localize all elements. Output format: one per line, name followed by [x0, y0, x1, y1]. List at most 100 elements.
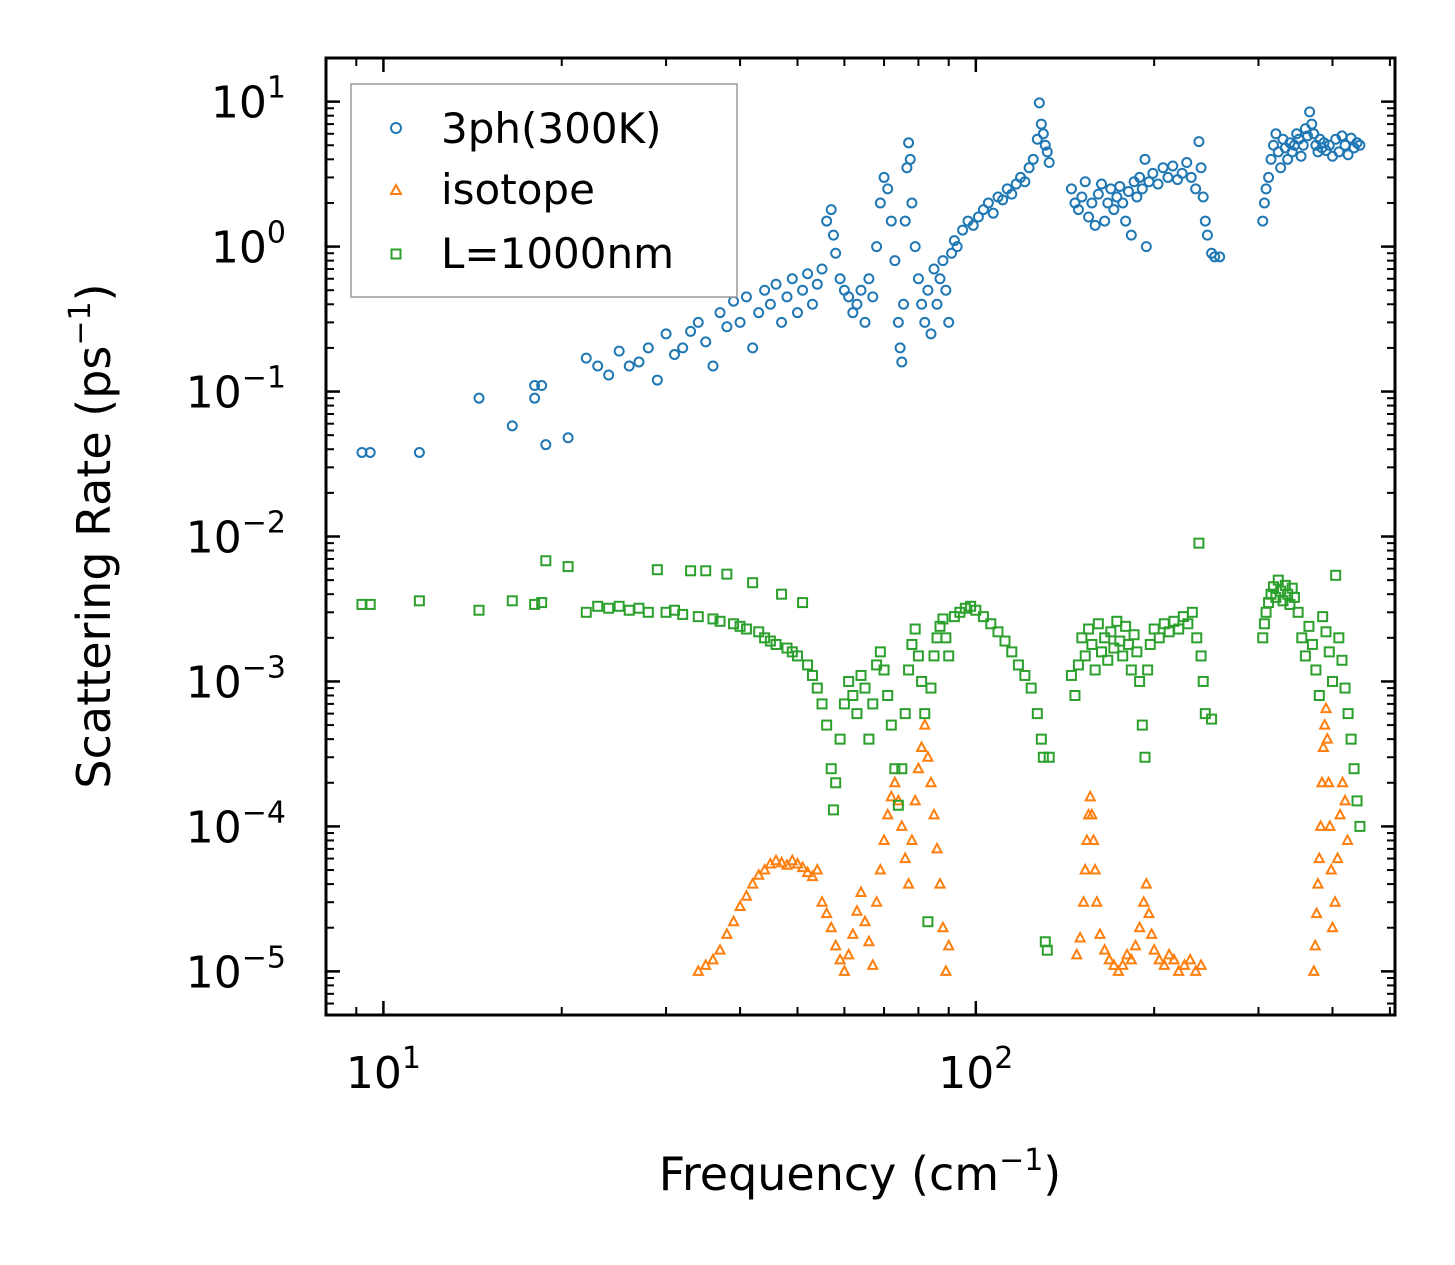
- data-point: [997, 194, 1009, 206]
- data-point: [699, 958, 712, 970]
- data-point: [936, 920, 950, 933]
- data-point: [1182, 618, 1194, 630]
- data-point: [892, 799, 904, 811]
- data-point: [1313, 851, 1326, 864]
- data-point: [838, 698, 850, 710]
- data-point: [1153, 952, 1166, 965]
- data-point: [1167, 952, 1181, 965]
- data-point: [881, 807, 894, 820]
- data-point: [1090, 895, 1103, 907]
- data-point: [1069, 690, 1081, 702]
- series-2: [356, 537, 1366, 956]
- data-point: [871, 241, 883, 253]
- data-point: [802, 659, 814, 671]
- data-point: [912, 650, 924, 662]
- data-point: [769, 853, 783, 866]
- data-point: [685, 565, 697, 577]
- data-point: [874, 862, 887, 875]
- data-point: [851, 298, 863, 310]
- data-point: [706, 952, 720, 965]
- x-axis-title-main: Frequency (cm: [659, 1147, 999, 1201]
- data-point: [806, 669, 818, 681]
- data-point: [1162, 171, 1174, 183]
- data-point: [1325, 862, 1338, 875]
- data-point: [791, 307, 803, 319]
- data-point: [707, 360, 719, 372]
- data-point: [770, 278, 782, 290]
- data-point: [1162, 947, 1176, 960]
- data-point: [1186, 606, 1198, 618]
- data-point: [1185, 171, 1197, 183]
- data-point: [1351, 795, 1363, 807]
- data-point: [1193, 537, 1205, 549]
- data-point: [1307, 964, 1320, 976]
- data-point: [1181, 157, 1193, 169]
- data-point: [1073, 930, 1087, 943]
- data-point: [733, 899, 747, 912]
- data-point: [1176, 167, 1188, 179]
- data-point: [1133, 920, 1146, 933]
- data-point: [906, 638, 918, 650]
- data-point: [830, 247, 842, 259]
- legend-label-isotope: isotope: [441, 165, 595, 214]
- data-point: [970, 604, 982, 616]
- data-point: [1354, 139, 1366, 151]
- data-point: [700, 336, 712, 348]
- data-point: [764, 635, 776, 647]
- data-point: [1140, 876, 1153, 889]
- data-point: [855, 284, 867, 296]
- data-point: [1152, 178, 1164, 190]
- data-point: [580, 352, 592, 364]
- data-point: [1330, 569, 1342, 581]
- data-point: [1120, 620, 1132, 632]
- data-point: [791, 856, 804, 869]
- data-point: [613, 345, 625, 357]
- data-point: [874, 197, 886, 209]
- data-point: [714, 615, 726, 627]
- data-point: [1317, 611, 1329, 623]
- data-point: [1065, 183, 1077, 195]
- data-point: [847, 307, 859, 319]
- data-point: [603, 369, 615, 381]
- x-axis-title: Frequency (cm−1): [659, 1143, 1062, 1201]
- data-point: [946, 247, 958, 259]
- data-point: [364, 446, 376, 458]
- data-point: [943, 316, 955, 328]
- data-point: [759, 284, 771, 296]
- series-1: [692, 701, 1354, 976]
- data-point: [842, 947, 855, 960]
- data-point: [937, 255, 949, 267]
- data-point: [811, 862, 824, 875]
- y-axis-title-sup: −1: [63, 301, 98, 345]
- data-point: [928, 263, 940, 275]
- data-point: [863, 273, 875, 285]
- data-point: [714, 307, 726, 319]
- data-point: [1039, 139, 1051, 151]
- data-point: [529, 380, 541, 392]
- data-point: [1189, 964, 1202, 976]
- data-point: [859, 682, 871, 694]
- data-point: [1043, 751, 1055, 763]
- data-point: [885, 789, 898, 802]
- data-point: [1263, 171, 1275, 183]
- data-point: [1085, 807, 1099, 820]
- data-point: [1310, 906, 1323, 919]
- data-point: [801, 865, 814, 878]
- data-point: [529, 598, 541, 610]
- data-point: [1191, 632, 1203, 644]
- data-point: [870, 895, 883, 907]
- data-point: [922, 284, 934, 296]
- y-tick-label: 10−5: [186, 940, 286, 998]
- data-point: [1197, 191, 1209, 203]
- data-point: [985, 618, 997, 630]
- data-point: [1025, 682, 1037, 694]
- data-point: [1102, 654, 1114, 666]
- data-point: [1122, 638, 1134, 650]
- data-point: [925, 328, 937, 340]
- data-point: [903, 137, 915, 149]
- data-point: [895, 819, 908, 831]
- data-point: [1326, 920, 1339, 933]
- data-point: [858, 914, 872, 927]
- data-point: [776, 316, 788, 328]
